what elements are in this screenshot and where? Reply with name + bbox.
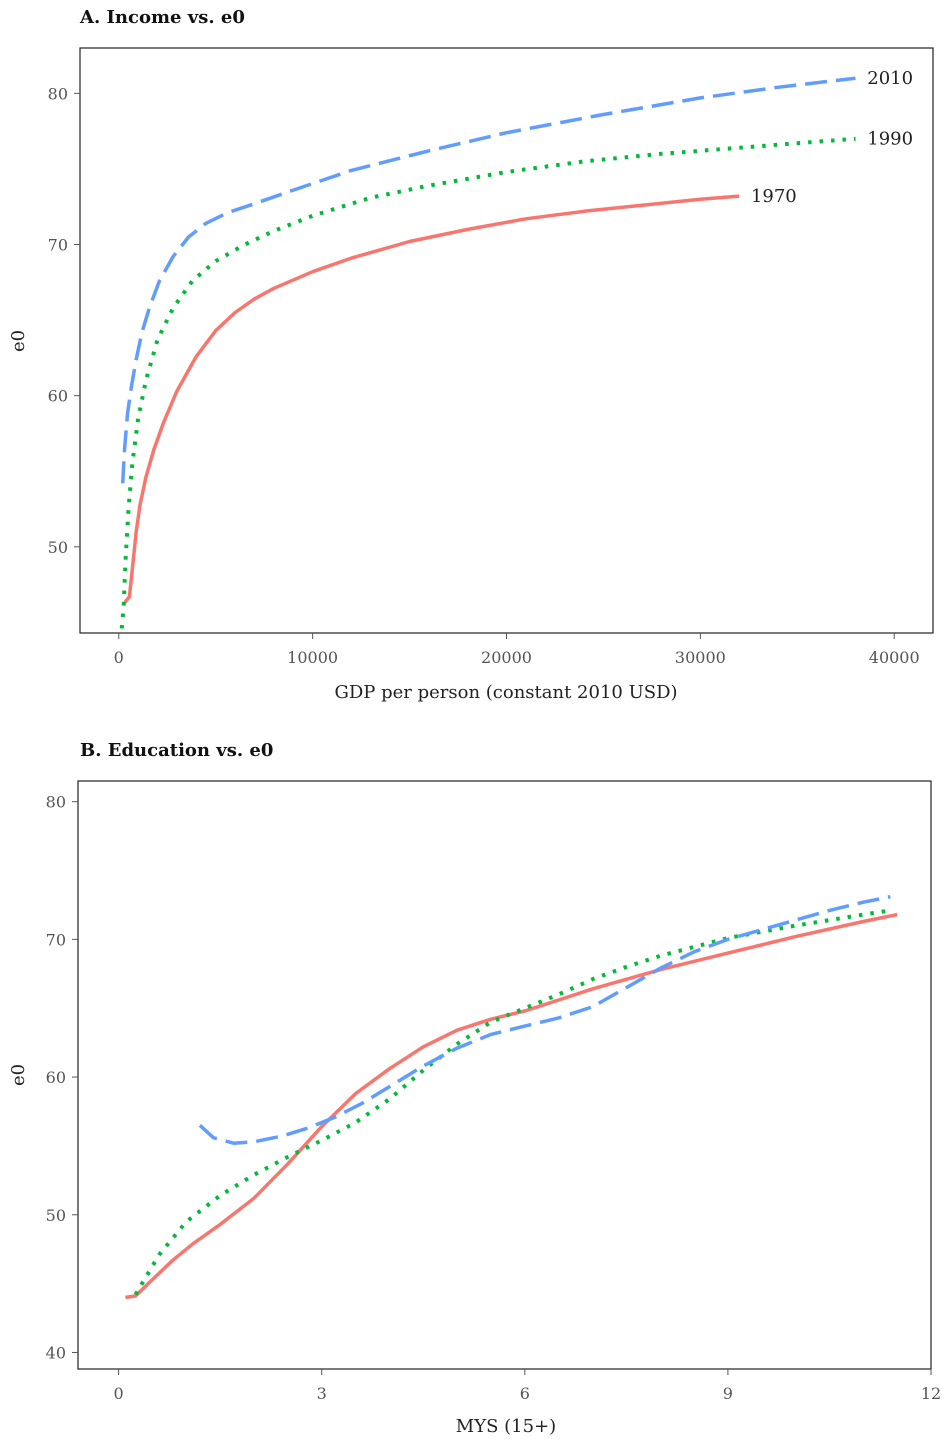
panel-b-series-lines: [125, 894, 898, 1300]
panel-b-x-axis-label: MYS (15+): [456, 1416, 556, 1437]
x-tick-label: 10000: [287, 648, 338, 667]
panel-a-x-axis-label: GDP per person (constant 2010 USD): [334, 682, 677, 703]
series-line-1990: [133, 908, 891, 1296]
panel-a-y-ticks: 50 60 70 80: [48, 84, 80, 557]
panel-b-y-axis-label: e0: [8, 1064, 29, 1086]
panel-b-title: B. Education vs. e0: [80, 740, 273, 761]
y-tick-label: 80: [46, 793, 66, 812]
x-tick-label: 0: [114, 1384, 124, 1403]
x-tick-label: 3: [317, 1384, 327, 1403]
series-label-2010: 2010: [867, 68, 913, 89]
series-line-2010: [198, 894, 891, 1145]
y-tick-label: 80: [48, 84, 68, 103]
x-tick-label: 9: [723, 1384, 733, 1403]
y-tick-label: 40: [46, 1343, 66, 1362]
series-line-1970: [125, 912, 898, 1300]
x-tick-label: 0: [114, 648, 124, 667]
panel-a-series-labels: 1970 1990 2010: [751, 68, 913, 207]
panel-a-series-lines: [119, 76, 856, 629]
y-tick-label: 60: [48, 387, 68, 406]
x-tick-label: 6: [520, 1384, 530, 1403]
panel-b-frame: [77, 780, 932, 1370]
series-line-2010: [120, 76, 856, 484]
x-tick-label: 40000: [869, 648, 920, 667]
panel-a-y-axis-label: e0: [8, 330, 29, 352]
y-tick-label: 70: [46, 930, 66, 949]
series-line-1990: [119, 136, 856, 629]
x-tick-label: 30000: [675, 648, 726, 667]
panel-a-x-ticks: 0 10000 20000 30000 40000: [114, 633, 920, 667]
x-tick-label: 20000: [481, 648, 532, 667]
panel-a-title: A. Income vs. e0: [79, 7, 245, 28]
x-tick-label: 12: [921, 1384, 941, 1403]
y-tick-label: 50: [46, 1206, 66, 1225]
series-label-1970: 1970: [751, 186, 797, 207]
y-tick-label: 70: [48, 236, 68, 255]
panel-a-income: A. Income vs. e0 0 10000 20000 30000 40000 5…: [8, 7, 934, 703]
series-line-1970: [123, 194, 740, 604]
series-label-1990: 1990: [867, 129, 913, 150]
panel-b-y-ticks: 40 50 60 70 80: [46, 793, 78, 1362]
y-tick-label: 50: [48, 538, 68, 557]
panel-b-x-ticks: 0 3 6 9 12: [114, 1369, 941, 1403]
panel-b-education: B. Education vs. e0 0 3 6 9 12 40 50 60 70 80 MY…: [8, 740, 941, 1437]
y-tick-label: 60: [46, 1068, 66, 1087]
